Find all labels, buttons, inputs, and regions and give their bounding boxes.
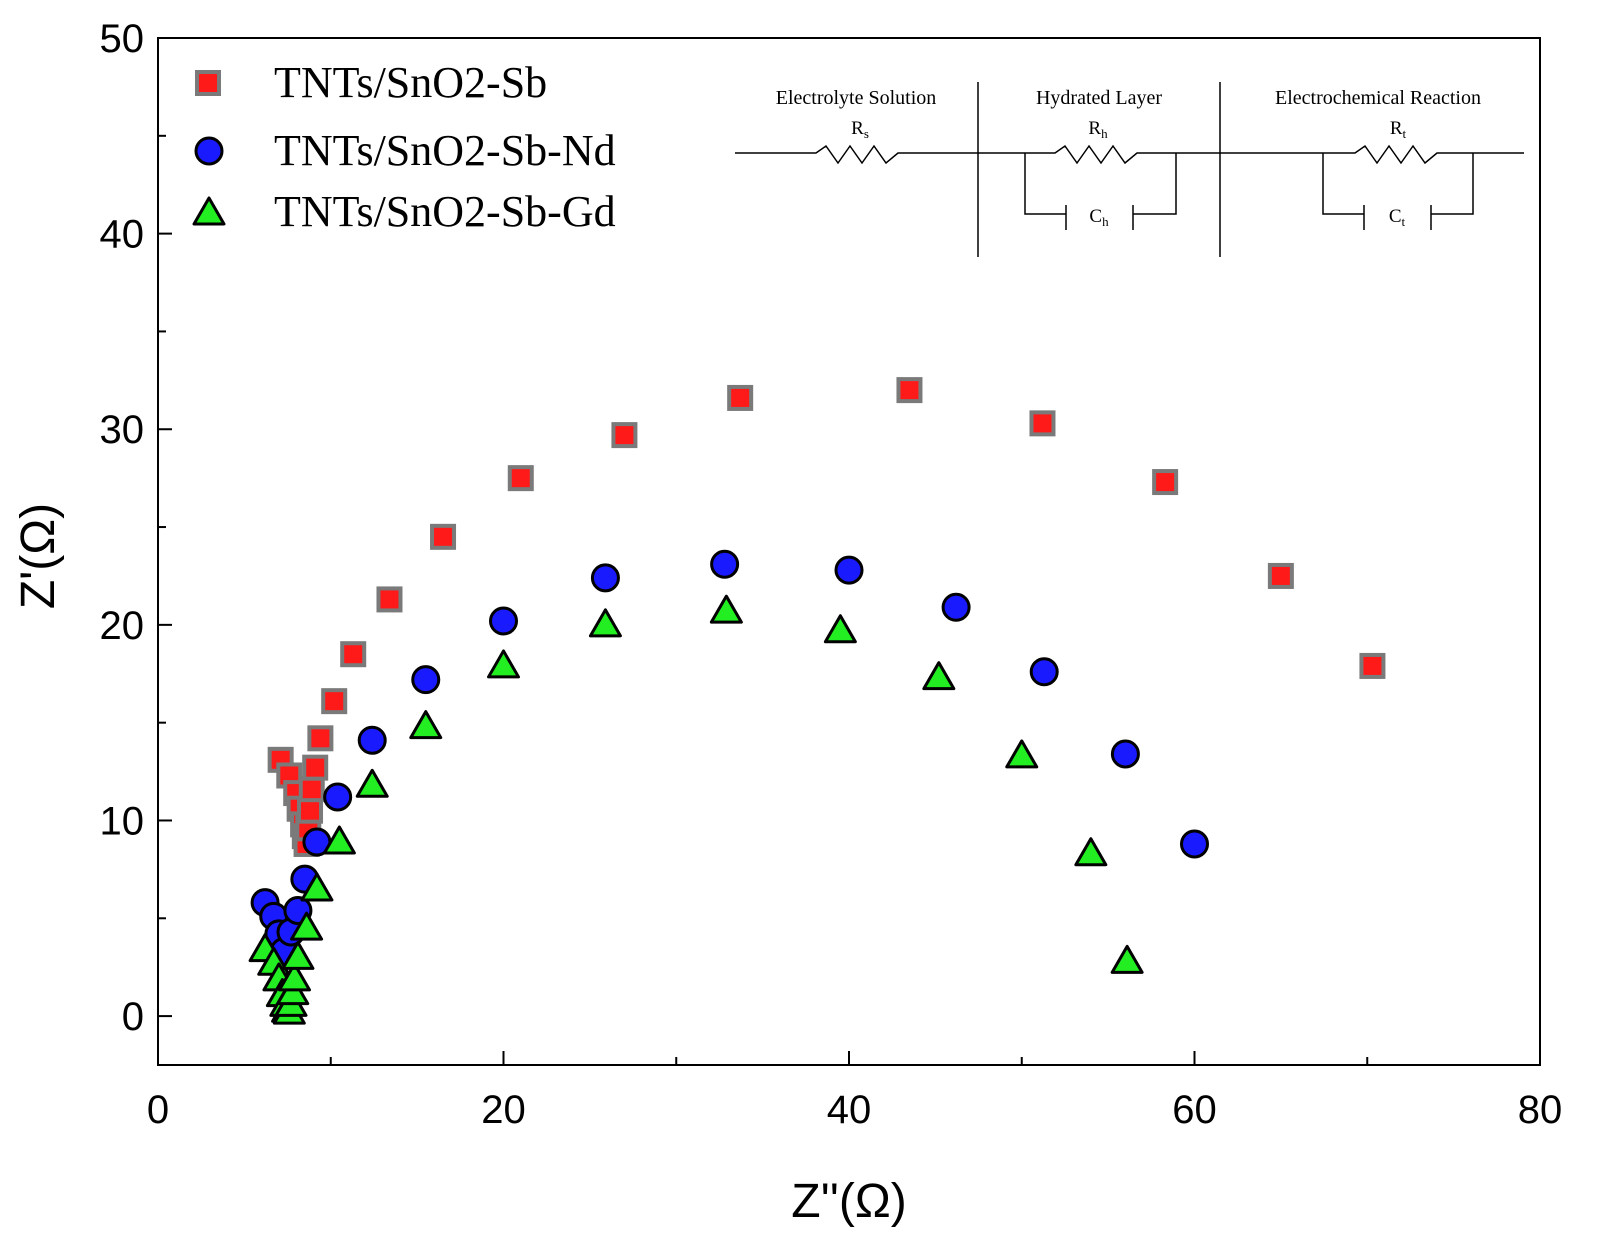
data-point-triangle [355,768,389,798]
data-point-square [430,523,457,550]
x-tick-label: 80 [1518,1088,1563,1132]
data-point-square [1267,562,1294,589]
data-point-square [340,641,367,668]
series-triangle [248,594,1144,1025]
x-tick-label: 0 [147,1088,169,1132]
data-point-triangle [709,594,743,624]
data-point-circle [323,782,353,812]
y-tick-label: 0 [122,995,144,1039]
data-point-square [611,422,638,449]
y-tick-label: 20 [100,604,145,648]
hydrated-cap-branch [1024,153,1066,215]
reaction-cap-branch [1322,153,1364,215]
data-point-triangle [1110,944,1144,974]
data-point-triangle [281,940,315,970]
data-point-triangle [588,608,622,638]
data-series-layer [248,377,1386,1025]
data-point-triangle [1005,739,1039,769]
data-point-triangle [487,649,520,679]
data-point-square [297,797,324,824]
y-tick-label: 10 [100,799,145,843]
legend-item-gd: TNTs/SnO2-Sb-Gd [192,187,616,236]
data-point-circle [710,549,740,579]
data-point-square [507,465,534,492]
circuit-label-electrolyte: Electrolyte Solution [776,87,937,109]
legend-marker-square [195,70,221,96]
circuit-main-wire-1 [735,144,1524,165]
data-point-triangle [823,614,857,644]
x-axis-title: Z''(Ω) [791,1175,907,1228]
circuit-label-hydrated: Hydrated Layer [1036,87,1162,109]
y-tick-label: 50 [100,17,145,61]
data-point-triangle [277,962,311,992]
resistor-label-rh: Rh [1088,118,1108,141]
x-tick-label: 20 [481,1088,526,1132]
data-point-circle [590,563,620,593]
legend-marker-circle [194,136,224,166]
data-point-square [896,377,923,404]
data-point-square [1152,469,1179,496]
data-point-square [376,586,403,613]
y-tick-label: 30 [100,408,145,452]
legend-item-nd: TNTs/SnO2-Sb-Nd [194,126,616,175]
y-axis-title: Z'(Ω) [12,503,65,609]
legend-marker-triangle [192,196,226,226]
data-point-triangle [409,710,443,740]
capacitor-label-ch: Ch [1089,206,1109,229]
circuit-label-reaction: Electrochemical Reaction [1275,87,1481,109]
data-point-circle [941,592,971,622]
data-point-square [298,776,325,803]
y-tick-label: 40 [100,213,145,257]
data-point-circle [1180,829,1209,859]
legend-label-gd: TNTs/SnO2-Sb-Gd [274,187,616,236]
legend-item-sb: TNTs/SnO2-Sb [195,58,547,107]
data-point-triangle [922,661,956,691]
data-point-circle [411,665,441,695]
data-point-square [321,688,348,715]
x-tick-label: 40 [827,1088,872,1132]
data-point-circle [357,725,387,755]
data-point-triangle [300,872,334,902]
y-axis-ticks: 0 10 20 30 40 50 [100,17,172,1039]
series-square [267,377,1386,857]
data-point-triangle [1074,837,1108,867]
data-point-square [307,725,334,752]
capacitor-label-ct: Ct [1389,206,1406,229]
data-point-circle [489,606,518,636]
data-point-square [1359,652,1386,679]
legend: TNTs/SnO2-Sb TNTs/SnO2-Sb-Nd TNTs/SnO2-S… [192,58,616,236]
data-point-square [302,754,329,781]
x-tick-label: 60 [1172,1088,1217,1132]
data-point-square [727,384,754,411]
legend-label-sb: TNTs/SnO2-Sb [274,58,547,107]
series-circle [250,549,1209,967]
x-axis-ticks: 0 20 40 60 80 [147,1051,1562,1132]
circuit-labels: Electrolyte Solution Hydrated Layer Elec… [776,87,1481,229]
hydrated-cap-return [1133,153,1177,215]
equivalent-circuit-inset [735,82,1524,257]
data-point-circle [1110,739,1140,769]
reaction-cap-return [1431,153,1474,215]
legend-label-nd: TNTs/SnO2-Sb-Nd [274,126,616,175]
data-point-triangle [322,825,356,855]
data-point-circle [1029,657,1059,687]
data-point-triangle [290,911,324,941]
resistor-label-rs: Rs [851,118,869,141]
data-point-circle [834,555,864,585]
data-point-square [1029,410,1056,437]
resistor-label-rt: Rt [1390,118,1407,141]
